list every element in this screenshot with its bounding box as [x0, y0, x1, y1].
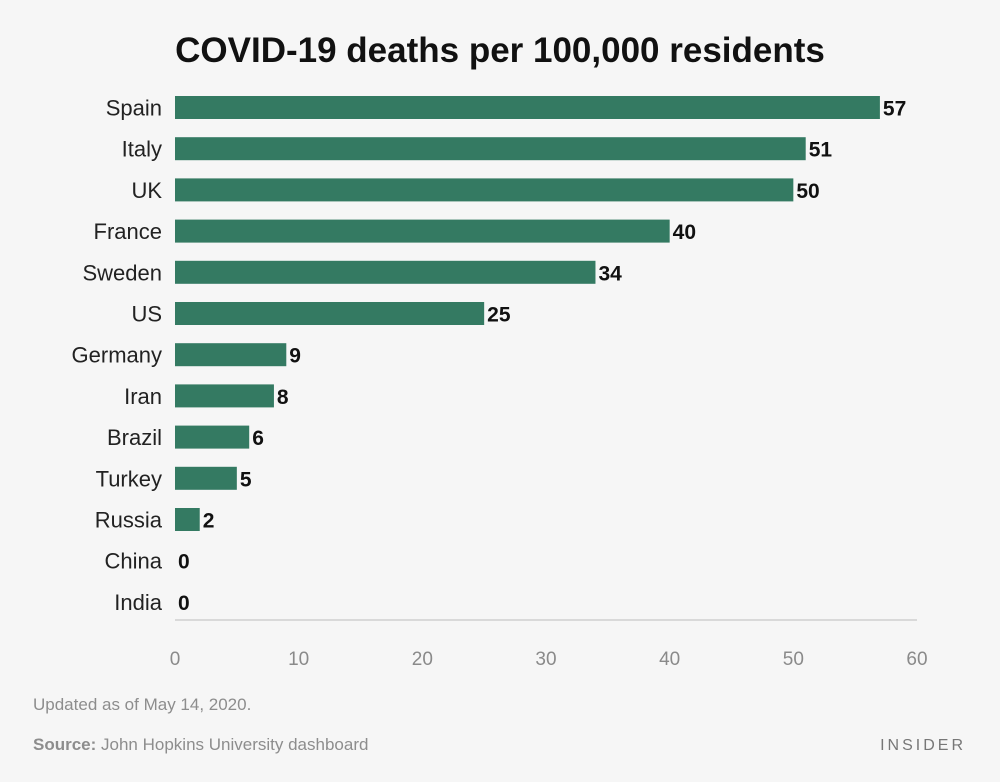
- category-label: US: [131, 302, 162, 327]
- x-tick-label: 60: [906, 649, 927, 670]
- value-label: 0: [178, 592, 190, 615]
- category-label: Russia: [95, 508, 163, 533]
- category-label: France: [94, 219, 162, 244]
- value-label: 50: [796, 180, 819, 203]
- value-label: 9: [289, 345, 301, 368]
- value-label: 25: [487, 304, 511, 327]
- category-label: Germany: [72, 343, 162, 368]
- category-label: India: [114, 590, 162, 615]
- value-label: 40: [673, 221, 696, 244]
- category-label: Iran: [124, 384, 162, 409]
- value-label: 34: [598, 262, 622, 285]
- value-label: 51: [809, 139, 833, 162]
- x-tick-label: 20: [412, 649, 433, 670]
- updated-note: Updated as of May 14, 2020.: [33, 695, 251, 714]
- category-label: UK: [131, 178, 162, 203]
- x-tick-label: 50: [783, 649, 804, 670]
- category-label: Turkey: [96, 466, 162, 491]
- value-label: 5: [240, 468, 252, 491]
- source-label: Source:: [33, 735, 96, 754]
- bar: [175, 343, 287, 367]
- value-label: 57: [883, 98, 906, 121]
- x-tick-label: 30: [535, 649, 556, 670]
- bar: [175, 466, 237, 490]
- value-label: 2: [203, 510, 215, 533]
- category-label: Spain: [106, 96, 162, 121]
- category-label: Brazil: [107, 425, 162, 450]
- bar: [175, 508, 200, 531]
- category-label: China: [105, 549, 163, 574]
- value-label: 8: [277, 386, 289, 409]
- bar: [175, 96, 880, 119]
- source-text: John Hopkins University dashboard: [96, 735, 368, 754]
- chart-title: COVID-19 deaths per 100,000 residents: [175, 31, 825, 70]
- bar: [175, 384, 274, 408]
- bar: [175, 219, 670, 243]
- bar: [175, 178, 794, 202]
- brand-logo: INSIDER: [880, 737, 966, 754]
- bar: [175, 137, 806, 161]
- bar: [175, 302, 485, 325]
- x-tick-label: 10: [288, 649, 309, 670]
- value-label: 0: [178, 551, 190, 574]
- x-tick-label: 40: [659, 649, 680, 670]
- category-label: Sweden: [82, 260, 162, 285]
- x-tick-label: 0: [170, 649, 181, 670]
- value-label: 6: [252, 427, 264, 450]
- category-label: Italy: [122, 137, 162, 162]
- source-note: Source: John Hopkins University dashboar…: [33, 735, 368, 754]
- bar: [175, 260, 596, 284]
- x-axis: 0 10 20 30 40 50 60: [170, 619, 928, 670]
- bar: [175, 425, 250, 449]
